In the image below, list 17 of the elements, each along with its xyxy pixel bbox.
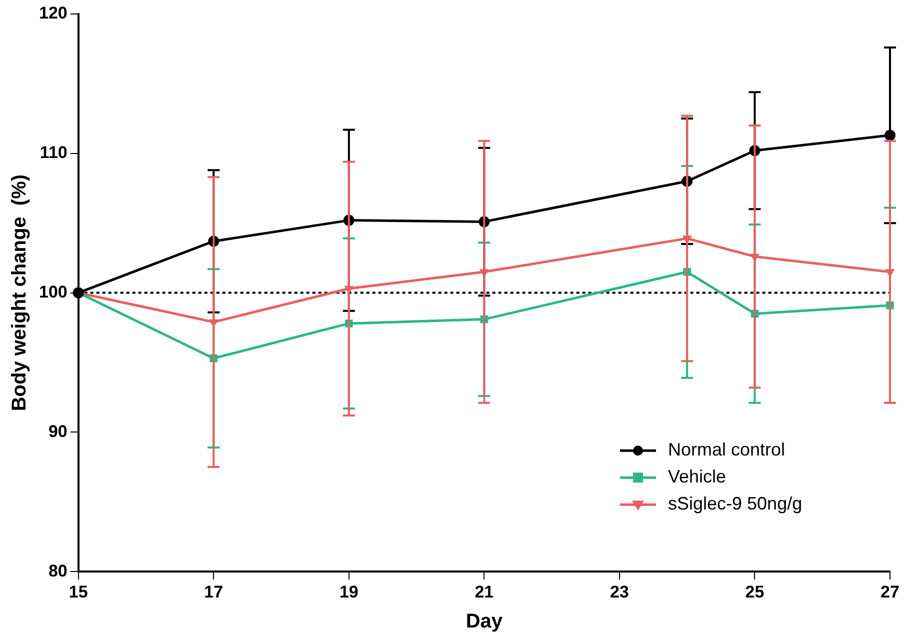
legend-label: sSiglec-9 50ng/g — [668, 494, 802, 514]
legend-label: Normal control — [668, 440, 786, 460]
x-tick-label: 17 — [204, 582, 224, 602]
x-tick-label: 15 — [68, 582, 88, 602]
x-tick-label: 19 — [339, 582, 358, 602]
y-axis-title: Body weight change (%) — [8, 174, 31, 412]
x-tick-label: 21 — [474, 582, 494, 602]
x-tick-label: 27 — [880, 582, 900, 602]
x-tick-label: 23 — [610, 582, 629, 602]
y-tick-label: 100 — [38, 282, 68, 302]
y-tick-label: 120 — [38, 4, 68, 23]
x-axis-title: Day — [466, 610, 504, 633]
y-tick-label: 80 — [48, 561, 68, 580]
legend-label: Vehicle — [668, 466, 726, 487]
x-tick-label: 25 — [745, 582, 764, 602]
y-tick-label: 90 — [48, 422, 68, 441]
y-tick-label: 110 — [40, 143, 68, 162]
